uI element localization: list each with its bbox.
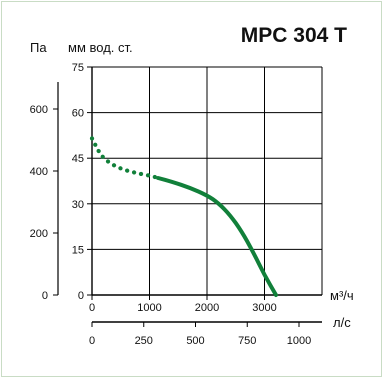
x-ls-tick-label: 500 [186, 335, 204, 347]
x-ls-tick-label: 0 [89, 335, 95, 347]
y-mm-tick-label: 75 [72, 62, 84, 74]
y-pa-tick-label: 600 [30, 104, 48, 116]
y-mm-tick-label: 30 [72, 199, 84, 211]
x-m3h-tick-label: 1000 [137, 302, 161, 314]
x-m3h-tick-label: 2000 [195, 302, 219, 314]
y-mm-tick-label: 60 [72, 108, 84, 120]
x-axis-m3h-label: м³/ч [330, 288, 354, 303]
curve-dotted-segment [89, 136, 161, 181]
y-pa-tick-label: 400 [30, 166, 48, 178]
performance-curve [89, 136, 278, 297]
x-ls-tick-label: 1000 [287, 335, 311, 347]
y-mm-tick-label: 0 [78, 290, 84, 302]
plot-grid [57, 66, 323, 323]
y-axis-mm-label: мм вод. ст. [68, 40, 133, 55]
x-m3h-tick-label: 0 [89, 302, 95, 314]
x-ls-tick-label: 250 [135, 335, 153, 347]
chart-title: MPC 304 T [241, 24, 347, 47]
x-ls-tick-label: 750 [238, 335, 256, 347]
x-axis-ls-label: л/с [333, 315, 351, 330]
y-pa-tick-label: 0 [42, 290, 48, 302]
y-mm-tick-label: 45 [72, 153, 84, 165]
y-axis-pa-label: Па [30, 40, 47, 55]
y-mm-tick-label: 15 [72, 244, 84, 256]
curve-solid-segment [156, 176, 278, 297]
x-m3h-tick-label: 3000 [252, 302, 276, 314]
y-pa-tick-label: 200 [30, 228, 48, 240]
